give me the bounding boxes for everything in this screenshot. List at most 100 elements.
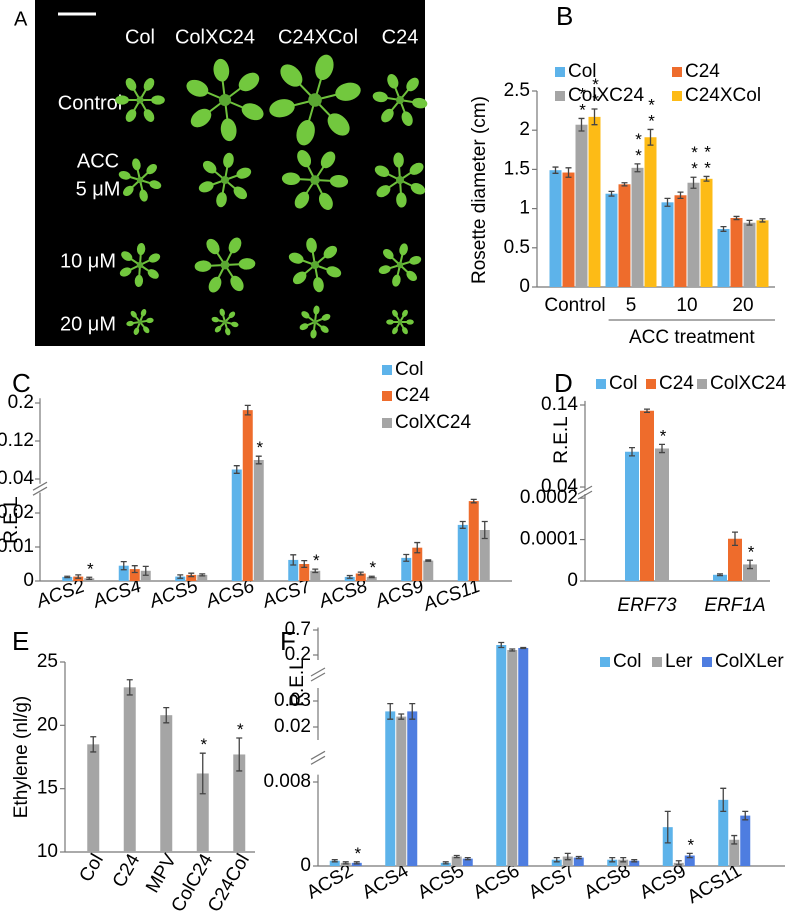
leaf	[296, 120, 315, 146]
error-bar	[357, 571, 364, 576]
y-tick-label: 2	[519, 119, 530, 140]
leaf	[372, 91, 388, 103]
leaf	[151, 95, 165, 105]
x-tick-label: Control	[544, 295, 605, 316]
bar	[288, 559, 299, 581]
leaf	[225, 327, 231, 336]
bar	[684, 855, 695, 866]
legend-swatch	[382, 365, 392, 375]
y-tick-label: 0.02	[274, 716, 311, 737]
error-bar	[565, 167, 572, 178]
rosette-center	[223, 320, 227, 324]
leaf	[412, 97, 428, 109]
y-axis-label: Rosette diameter (cm)	[469, 96, 490, 284]
error-bar	[199, 752, 206, 795]
panel-label: A	[14, 8, 28, 30]
leaf	[297, 150, 312, 168]
bar	[407, 711, 418, 866]
legend-swatch	[646, 379, 656, 389]
error-bar	[255, 455, 262, 465]
leaf	[115, 95, 129, 105]
y-tick-label: 0.0001	[520, 529, 578, 550]
x-tick-label: 20	[732, 295, 753, 316]
error-bar	[126, 679, 133, 696]
bar	[401, 557, 412, 581]
legend-label: ColXC24	[395, 412, 471, 433]
bar	[242, 410, 253, 581]
leaf	[211, 316, 220, 323]
leaf	[230, 321, 239, 328]
legend-label: C24	[395, 385, 430, 406]
leaf	[133, 327, 140, 336]
error-bar	[731, 834, 738, 845]
leaf	[280, 64, 303, 87]
error-bar	[131, 565, 138, 574]
error-bar	[368, 575, 375, 579]
leaf	[301, 311, 310, 319]
x-tick-label: ACS9	[636, 860, 689, 903]
bar	[62, 576, 73, 581]
leaf	[140, 308, 147, 317]
leaf	[143, 326, 150, 334]
error-bar	[647, 128, 654, 146]
x-axis-label: ACC treatment	[629, 327, 755, 348]
y-axis-label: R.E.L	[551, 416, 572, 464]
y-tick-label: 0.14	[541, 394, 578, 415]
error-bar	[720, 787, 727, 813]
error-bar	[690, 176, 697, 189]
leaf	[406, 270, 417, 282]
rosette-center	[219, 94, 231, 106]
leaf	[386, 319, 394, 325]
error-bar	[703, 175, 710, 182]
row-label: Control	[58, 92, 122, 114]
bar	[687, 182, 700, 287]
error-bar	[342, 861, 349, 865]
error-bar	[659, 443, 665, 454]
leaf	[146, 163, 157, 175]
error-bar	[664, 197, 671, 207]
legend-swatch	[596, 379, 606, 389]
significance-mark: **	[698, 142, 717, 174]
legend-swatch	[382, 391, 392, 401]
error-bar	[564, 852, 571, 861]
axis-break	[310, 667, 326, 682]
leaf	[288, 252, 304, 264]
rosette-center	[311, 261, 319, 269]
error-bar	[414, 541, 421, 554]
leaf	[238, 258, 256, 270]
significance-mark: **	[629, 130, 648, 162]
y-tick-label: 0.03	[274, 690, 311, 711]
significance-mark: **	[685, 143, 704, 175]
leaf	[126, 320, 134, 327]
leaf	[401, 111, 413, 127]
error-bar	[575, 855, 582, 860]
rosette-center	[136, 176, 144, 184]
bar	[344, 576, 355, 581]
error-bar	[120, 560, 127, 571]
leaf	[139, 189, 148, 202]
leaf	[299, 323, 309, 331]
y-tick-label: 0	[519, 276, 530, 297]
leaf	[392, 327, 398, 335]
leaf	[132, 158, 141, 171]
panel-label: F	[280, 626, 296, 656]
leaf	[186, 79, 209, 97]
leaf	[321, 313, 331, 321]
axis-break	[577, 485, 593, 500]
leaf	[327, 113, 350, 136]
photo-background	[35, 0, 425, 346]
error-bar	[720, 225, 727, 232]
bar	[644, 137, 657, 287]
leaf	[149, 180, 162, 190]
error-bar	[244, 404, 251, 416]
error-bar	[331, 859, 338, 863]
significance-mark: *	[194, 735, 213, 751]
leaf	[148, 253, 161, 263]
leaf	[241, 103, 264, 121]
bar	[588, 116, 601, 287]
error-bar	[233, 465, 240, 474]
error-bar	[629, 447, 635, 457]
legend-swatch	[600, 657, 610, 667]
panel-label: E	[12, 626, 29, 656]
